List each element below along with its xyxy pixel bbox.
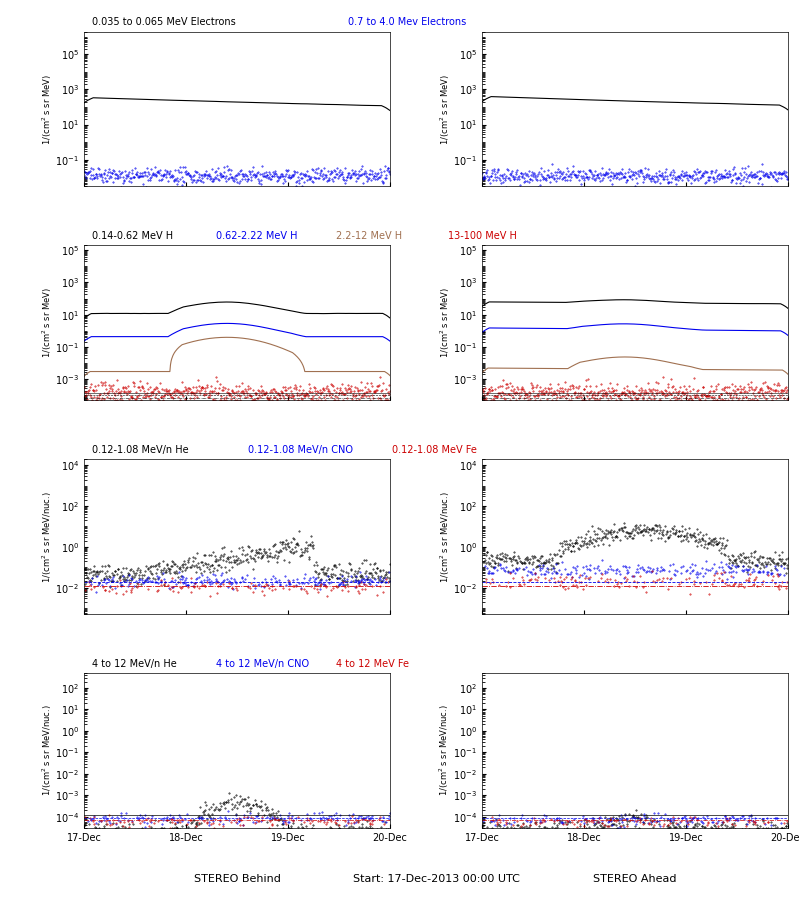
Text: 0.035 to 0.065 MeV Electrons: 0.035 to 0.065 MeV Electrons (92, 17, 236, 27)
Text: 4 to 12 MeV/n He: 4 to 12 MeV/n He (92, 659, 177, 669)
Text: 13-100 MeV H: 13-100 MeV H (448, 230, 517, 241)
Text: 0.12-1.08 MeV Fe: 0.12-1.08 MeV Fe (392, 445, 477, 455)
Text: 0.12-1.08 MeV/n He: 0.12-1.08 MeV/n He (92, 445, 189, 455)
Y-axis label: 1/(cm$^2$ s sr MeV/nuc.): 1/(cm$^2$ s sr MeV/nuc.) (41, 491, 54, 582)
Text: STEREO Ahead: STEREO Ahead (594, 874, 677, 884)
Text: 0.14-0.62 MeV H: 0.14-0.62 MeV H (92, 230, 173, 241)
Y-axis label: 1/(cm$^2$ s sr MeV): 1/(cm$^2$ s sr MeV) (438, 287, 452, 358)
Text: 0.12-1.08 MeV/n CNO: 0.12-1.08 MeV/n CNO (248, 445, 353, 455)
Text: 0.7 to 4.0 Mev Electrons: 0.7 to 4.0 Mev Electrons (348, 17, 466, 27)
Text: Start: 17-Dec-2013 00:00 UTC: Start: 17-Dec-2013 00:00 UTC (353, 874, 519, 884)
Text: 0.62-2.22 MeV H: 0.62-2.22 MeV H (216, 230, 298, 241)
Text: STEREO Behind: STEREO Behind (194, 874, 281, 884)
Y-axis label: 1/(cm$^2$ s sr MeV/nuc.): 1/(cm$^2$ s sr MeV/nuc.) (438, 705, 451, 796)
Y-axis label: 1/(cm$^2$ s sr MeV): 1/(cm$^2$ s sr MeV) (438, 74, 452, 145)
Y-axis label: 1/(cm$^2$ s sr MeV/nuc.): 1/(cm$^2$ s sr MeV/nuc.) (40, 705, 54, 796)
Y-axis label: 1/(cm$^2$ s sr MeV): 1/(cm$^2$ s sr MeV) (41, 74, 54, 145)
Y-axis label: 1/(cm$^2$ s sr MeV): 1/(cm$^2$ s sr MeV) (40, 287, 54, 358)
Text: 4 to 12 MeV/n CNO: 4 to 12 MeV/n CNO (216, 659, 309, 669)
Y-axis label: 1/(cm$^2$ s sr MeV/nuc.): 1/(cm$^2$ s sr MeV/nuc.) (438, 491, 452, 582)
Text: 2.2-12 MeV H: 2.2-12 MeV H (336, 230, 402, 241)
Text: 4 to 12 MeV Fe: 4 to 12 MeV Fe (336, 659, 409, 669)
